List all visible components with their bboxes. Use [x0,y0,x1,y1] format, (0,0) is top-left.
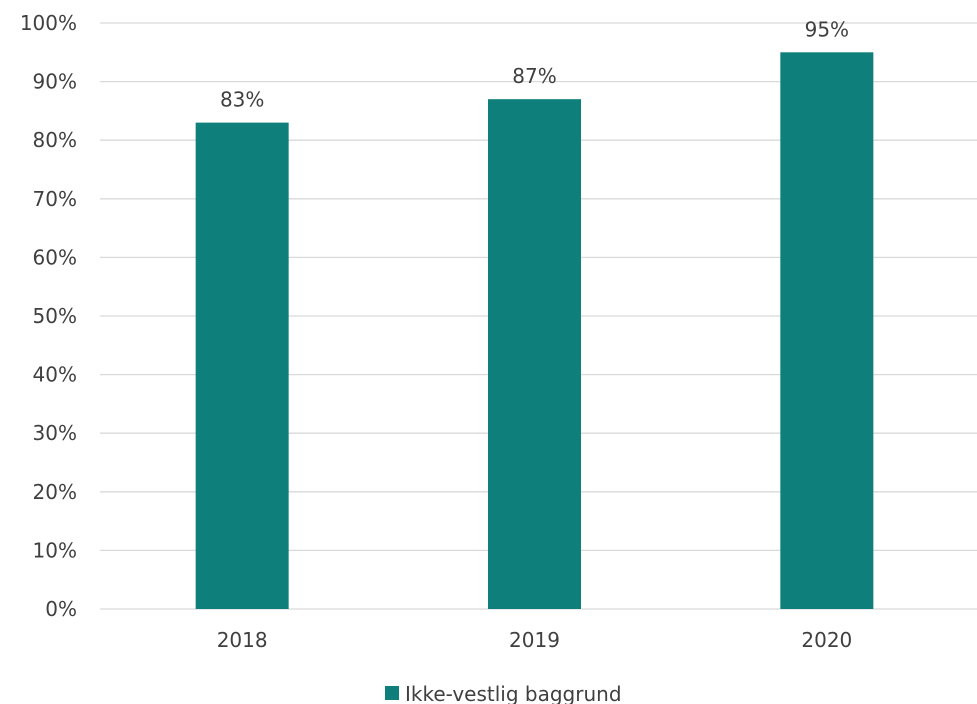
y-tick-label: 80% [33,128,77,152]
y-tick-label: 40% [33,363,77,387]
legend-swatch [385,686,399,700]
bar-2018 [195,122,289,610]
data-label-2018: 83% [220,88,264,112]
x-tick-label-2018: 2018 [217,628,268,652]
y-tick-label: 30% [33,421,77,445]
legend: Ikke-vestlig baggrund [385,682,622,704]
y-tick-label: 10% [33,538,77,562]
bar-2020 [780,52,874,610]
bar-2019 [488,99,581,610]
data-label-2020: 95% [805,17,849,41]
x-tick-label-2020: 2020 [801,628,852,652]
bars [195,52,874,610]
legend-label: Ikke-vestlig baggrund [405,682,622,704]
y-tick-label: 50% [33,304,77,328]
x-axis-tick-labels: 2018 2019 2020 [217,628,853,652]
data-labels: 83% 87% 95% [220,17,849,111]
x-tick-label-2019: 2019 [509,628,560,652]
y-tick-label: 20% [33,480,77,504]
y-tick-label: 60% [33,245,77,269]
data-label-2019: 87% [512,64,556,88]
y-tick-label: 90% [33,70,77,94]
y-tick-label: 100% [20,11,77,35]
y-axis-tick-labels: 0% 10% 20% 30% 40% 50% 60% 70% 80% 90% 100% [20,11,77,621]
y-tick-label: 0% [45,597,77,621]
y-tick-label: 70% [33,187,77,211]
